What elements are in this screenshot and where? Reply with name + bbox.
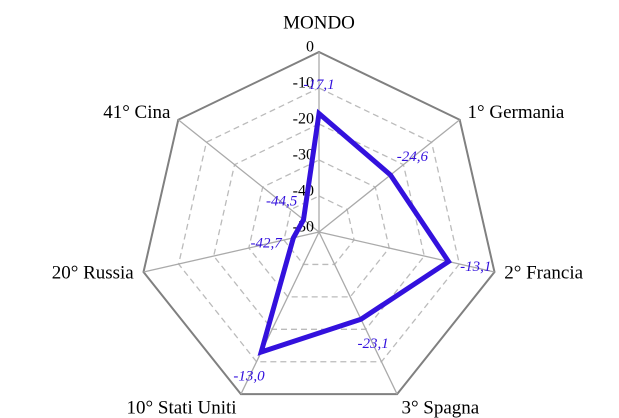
- grid-ring: [248, 159, 390, 298]
- r-tick-label: -20: [293, 111, 314, 128]
- grid-ring: [283, 195, 355, 266]
- category-label: MONDO: [283, 12, 355, 33]
- series-line: [257, 108, 452, 356]
- data-label: -13,1: [460, 259, 491, 275]
- category-label: 1° Germania: [468, 102, 565, 123]
- data-label: -44,5: [266, 194, 298, 210]
- axis-spoke: [318, 231, 495, 273]
- grid-ring: [177, 87, 461, 363]
- r-tick-label: -10: [293, 75, 314, 92]
- data-label: -13,0: [233, 369, 265, 385]
- outer-ring: [142, 50, 496, 396]
- data-label: -42,7: [250, 236, 283, 252]
- axis-spoke: [143, 231, 320, 273]
- data-label: -23,1: [358, 336, 389, 352]
- data-label: -17,1: [303, 77, 334, 93]
- axis-spoke: [318, 231, 398, 395]
- category-label: 10° Stati Uniti: [127, 398, 237, 418]
- category-label: 20° Russia: [52, 263, 135, 284]
- category-label: 2° Francia: [504, 263, 583, 284]
- r-tick-label: -30: [293, 147, 314, 164]
- category-label: 41° Cina: [103, 102, 171, 123]
- data-label: -24,6: [397, 149, 429, 165]
- category-label: 3° Spagna: [401, 398, 479, 418]
- axis-spoke: [177, 119, 320, 233]
- axis-spoke: [240, 231, 320, 395]
- r-tick-label: 0: [306, 39, 314, 56]
